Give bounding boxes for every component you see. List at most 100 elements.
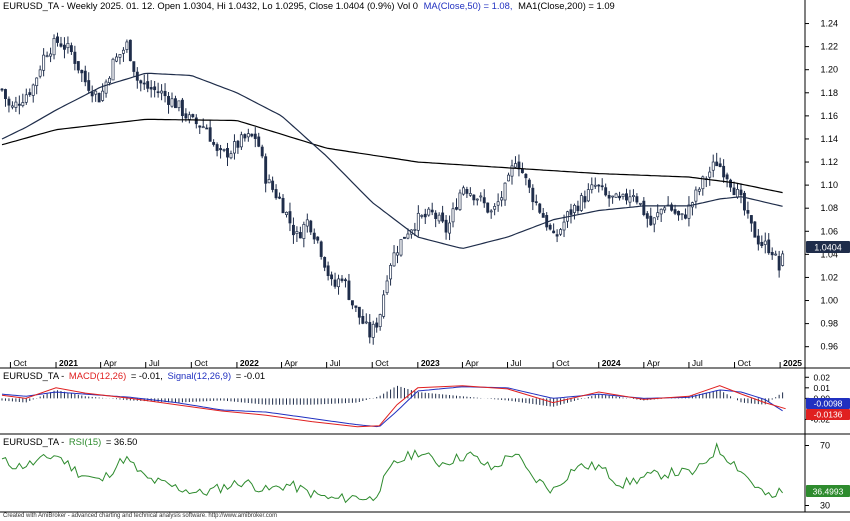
candle-body <box>364 321 368 324</box>
candle-body <box>729 179 733 188</box>
price-y-tick-label: 1.04 <box>820 249 838 259</box>
candle-body <box>569 209 573 215</box>
macd-badge: -0.0098 <box>806 398 850 409</box>
candle-body <box>389 265 393 280</box>
candle-body <box>309 220 313 233</box>
candle-body <box>538 203 542 213</box>
ma50-legend-label: MA(Close,50) = 1.08, <box>424 0 513 11</box>
candle-body <box>496 201 500 206</box>
candle-body <box>572 204 576 213</box>
candle-body <box>121 49 125 54</box>
candle-body <box>749 215 753 224</box>
candle-body <box>413 229 417 231</box>
candle-body <box>774 253 778 256</box>
price-y-tick-label: 1.20 <box>820 65 838 75</box>
last-price-badge-text: 1.0404 <box>814 243 842 253</box>
candle-body <box>448 222 451 234</box>
price-y-tick-label: 1.12 <box>820 157 838 167</box>
rsi-panel-title: EURUSD_TA - RSI(15) = 36.50 <box>3 436 137 447</box>
candle-body <box>305 219 309 227</box>
candle-body <box>326 265 330 277</box>
candle-body <box>486 202 490 213</box>
candle-body <box>267 179 271 184</box>
candle-body <box>212 142 216 145</box>
candle-body <box>756 235 760 245</box>
price-y-tick-label: 1.18 <box>820 88 838 98</box>
candle-body <box>628 196 632 203</box>
candle-body <box>330 274 334 280</box>
candle-body <box>170 98 174 107</box>
candle-body <box>625 193 628 201</box>
signal-legend-value: = -0.01 <box>236 370 265 381</box>
candle-body <box>593 184 597 187</box>
candle-body <box>288 211 292 224</box>
price-y-tick-label: 1.02 <box>820 272 838 282</box>
x-tick-label: Jul <box>692 358 703 368</box>
candle-body <box>205 127 209 130</box>
candle-body <box>0 88 4 91</box>
candle-body <box>4 89 7 100</box>
candle-body <box>732 187 736 196</box>
candle-body <box>562 221 566 231</box>
candle-body <box>423 213 427 218</box>
candle-body <box>534 201 538 204</box>
rsi-badge-text: 36.4993 <box>813 487 844 497</box>
candle-body <box>357 306 361 318</box>
candle-body <box>472 194 476 201</box>
price-y-tick-label: 0.96 <box>820 342 838 352</box>
candle-body <box>597 184 601 187</box>
candle-body <box>62 44 66 50</box>
candle-body <box>382 294 386 317</box>
candle-body <box>451 208 455 223</box>
candle-body <box>21 102 25 106</box>
candle-body <box>718 163 722 167</box>
candle-body <box>479 195 483 198</box>
candle-body <box>586 189 590 202</box>
candle-body <box>264 156 268 184</box>
x-tick-label: Apr <box>285 358 298 368</box>
macd-legend-value: = -0.01, <box>131 370 163 381</box>
candle-body <box>430 209 434 213</box>
candle-body <box>500 197 504 201</box>
candle-body <box>746 210 750 214</box>
x-tick-label: 2025 <box>783 358 802 368</box>
rsi-badge: 36.4993 <box>806 485 850 497</box>
candle-body <box>115 56 118 62</box>
candle-body <box>291 224 295 236</box>
candle-body <box>319 241 323 257</box>
candle-body <box>777 255 781 271</box>
candle-body <box>541 213 545 218</box>
rsi-title-prefix: EURUSD_TA - <box>3 436 64 447</box>
candle-body <box>441 212 445 222</box>
candle-body <box>781 253 785 266</box>
candle-body <box>461 187 465 195</box>
candle-body <box>278 196 282 199</box>
candle-body <box>618 195 621 199</box>
candle-body <box>35 77 39 87</box>
candle-body <box>24 94 28 103</box>
candle-body <box>420 215 424 217</box>
candle-body <box>368 322 372 338</box>
macd-title-prefix: EURUSD_TA - <box>3 370 64 381</box>
candle-body <box>344 279 347 282</box>
candle-body <box>416 212 420 231</box>
x-tick-label: Oct <box>13 358 27 368</box>
candle-body <box>489 210 493 213</box>
candle-body <box>642 200 646 215</box>
candle-body <box>378 314 382 327</box>
candle-body <box>312 232 316 240</box>
candle-body <box>659 208 663 215</box>
rsi-y-tick-label: 70 <box>820 441 830 451</box>
candle-body <box>243 134 247 139</box>
candle-body <box>90 91 94 97</box>
candle-body <box>350 300 354 306</box>
candle-body <box>673 209 677 214</box>
candle-body <box>215 144 219 151</box>
candle-body <box>396 252 399 256</box>
candle-body <box>226 148 229 158</box>
candle-body <box>285 211 288 216</box>
candle-body <box>611 195 615 198</box>
candle-body <box>701 176 705 190</box>
candle-body <box>514 163 517 168</box>
candle-body <box>38 69 42 77</box>
